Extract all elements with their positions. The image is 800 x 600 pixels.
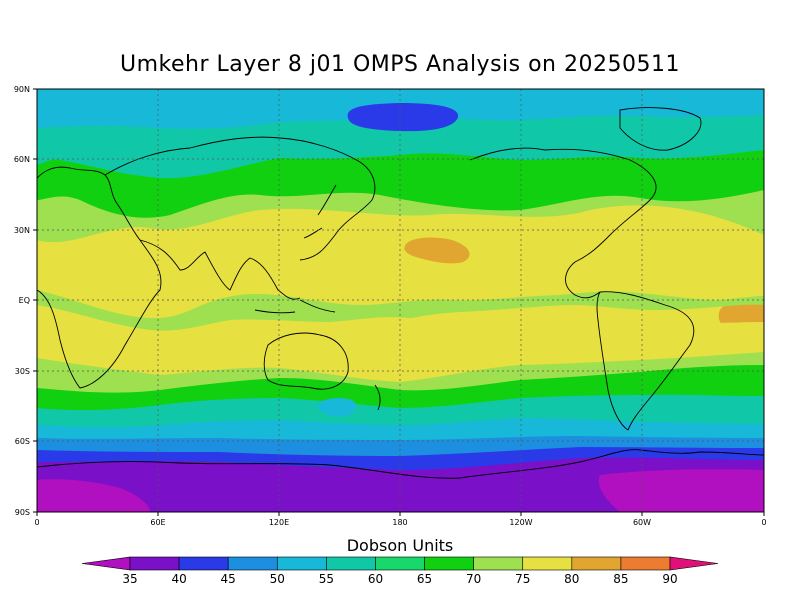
coastline-asia-south: [139, 239, 301, 300]
grid-layer: [37, 89, 764, 512]
colorbar-high-arrow: [669, 556, 719, 571]
x-tick-label: 60E: [150, 518, 165, 527]
colorbar-label: 70: [466, 572, 481, 586]
colorbar-label: 40: [171, 572, 186, 586]
colorbar-label: 60: [368, 572, 383, 586]
colorbar-label: 90: [662, 572, 677, 586]
colorbar-segment: [227, 556, 278, 571]
x-tick-label: 0: [761, 518, 766, 527]
feature-fill-50-55-south-pacific: [318, 397, 357, 417]
colorbar-label: 50: [270, 572, 285, 586]
coastline-layer: [37, 107, 764, 479]
coastline-indonesia: [254, 299, 336, 314]
x-tick-label: 0: [34, 518, 39, 527]
colorbar-segment: [129, 556, 180, 571]
colorbar-label: 75: [515, 572, 530, 586]
x-tick-label: 60W: [633, 518, 651, 527]
colorbar-label: 55: [319, 572, 334, 586]
colorbar-label: 35: [122, 572, 137, 586]
colorbar-label: 80: [564, 572, 579, 586]
y-tick-label: 30N: [14, 226, 30, 235]
x-tick-label: 180: [392, 518, 407, 527]
colorbar: 35 40 45 50 55 60 65 70 75 80 85 90: [81, 556, 719, 586]
y-tick-label: 90S: [15, 508, 30, 517]
colorbar-title: Dobson Units: [346, 536, 454, 555]
y-tick-label: 90N: [14, 85, 30, 94]
coastline-new-zealand: [374, 384, 381, 411]
coastline-asia-north: [104, 136, 376, 261]
coastline-africa-europe: [37, 166, 162, 389]
colorbar-segment: [522, 556, 573, 571]
colorbar-segment: [424, 556, 474, 571]
colorbar-segment: [178, 556, 229, 571]
colorbar-low-arrow: [81, 556, 131, 571]
contour-fill-layer: [37, 89, 764, 512]
feature-fill-below-35-south-east: [598, 469, 764, 512]
colorbar-segment: [276, 556, 327, 571]
colorbar-segment: [473, 556, 524, 571]
y-tick-label: 60S: [15, 437, 30, 446]
colorbar-label: 85: [613, 572, 628, 586]
coastline-australia: [263, 332, 349, 390]
colorbar-label: 65: [417, 572, 432, 586]
colorbar-label: 45: [221, 572, 236, 586]
feature-fill-75-80-pacific: [404, 237, 470, 264]
coastline-japan: [303, 184, 337, 239]
y-tick-label: EQ: [19, 296, 30, 305]
band-fill-35-40-south: [37, 457, 764, 512]
y-tick-label: 30S: [15, 367, 30, 376]
colorbar-segment: [326, 556, 376, 571]
x-tick-label: 120W: [509, 518, 532, 527]
coastline-north-america: [469, 147, 657, 299]
coastline-south-america: [596, 291, 695, 431]
map-title: Umkehr Layer 8 j01 OMPS Analysis on 2025…: [120, 52, 680, 77]
band-fill-70-75-tropics: [37, 305, 764, 369]
coastline-antarctica: [37, 449, 764, 479]
x-tick-label: 120E: [269, 518, 289, 527]
y-tick-label: 60N: [14, 155, 30, 164]
tick-marks: [33, 88, 765, 516]
colorbar-segment: [571, 556, 622, 571]
colorbar-segment: [620, 556, 671, 571]
coastline-greenland: [619, 107, 702, 151]
feature-fill-45-50-arctic: [347, 103, 459, 132]
feature-fill-below-35-south: [37, 479, 150, 512]
colorbar-segment: [375, 556, 425, 571]
